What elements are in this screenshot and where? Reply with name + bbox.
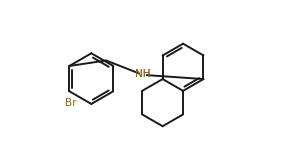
Text: NH: NH	[135, 69, 151, 79]
Text: NH: NH	[135, 69, 151, 79]
Text: Br: Br	[65, 98, 77, 108]
